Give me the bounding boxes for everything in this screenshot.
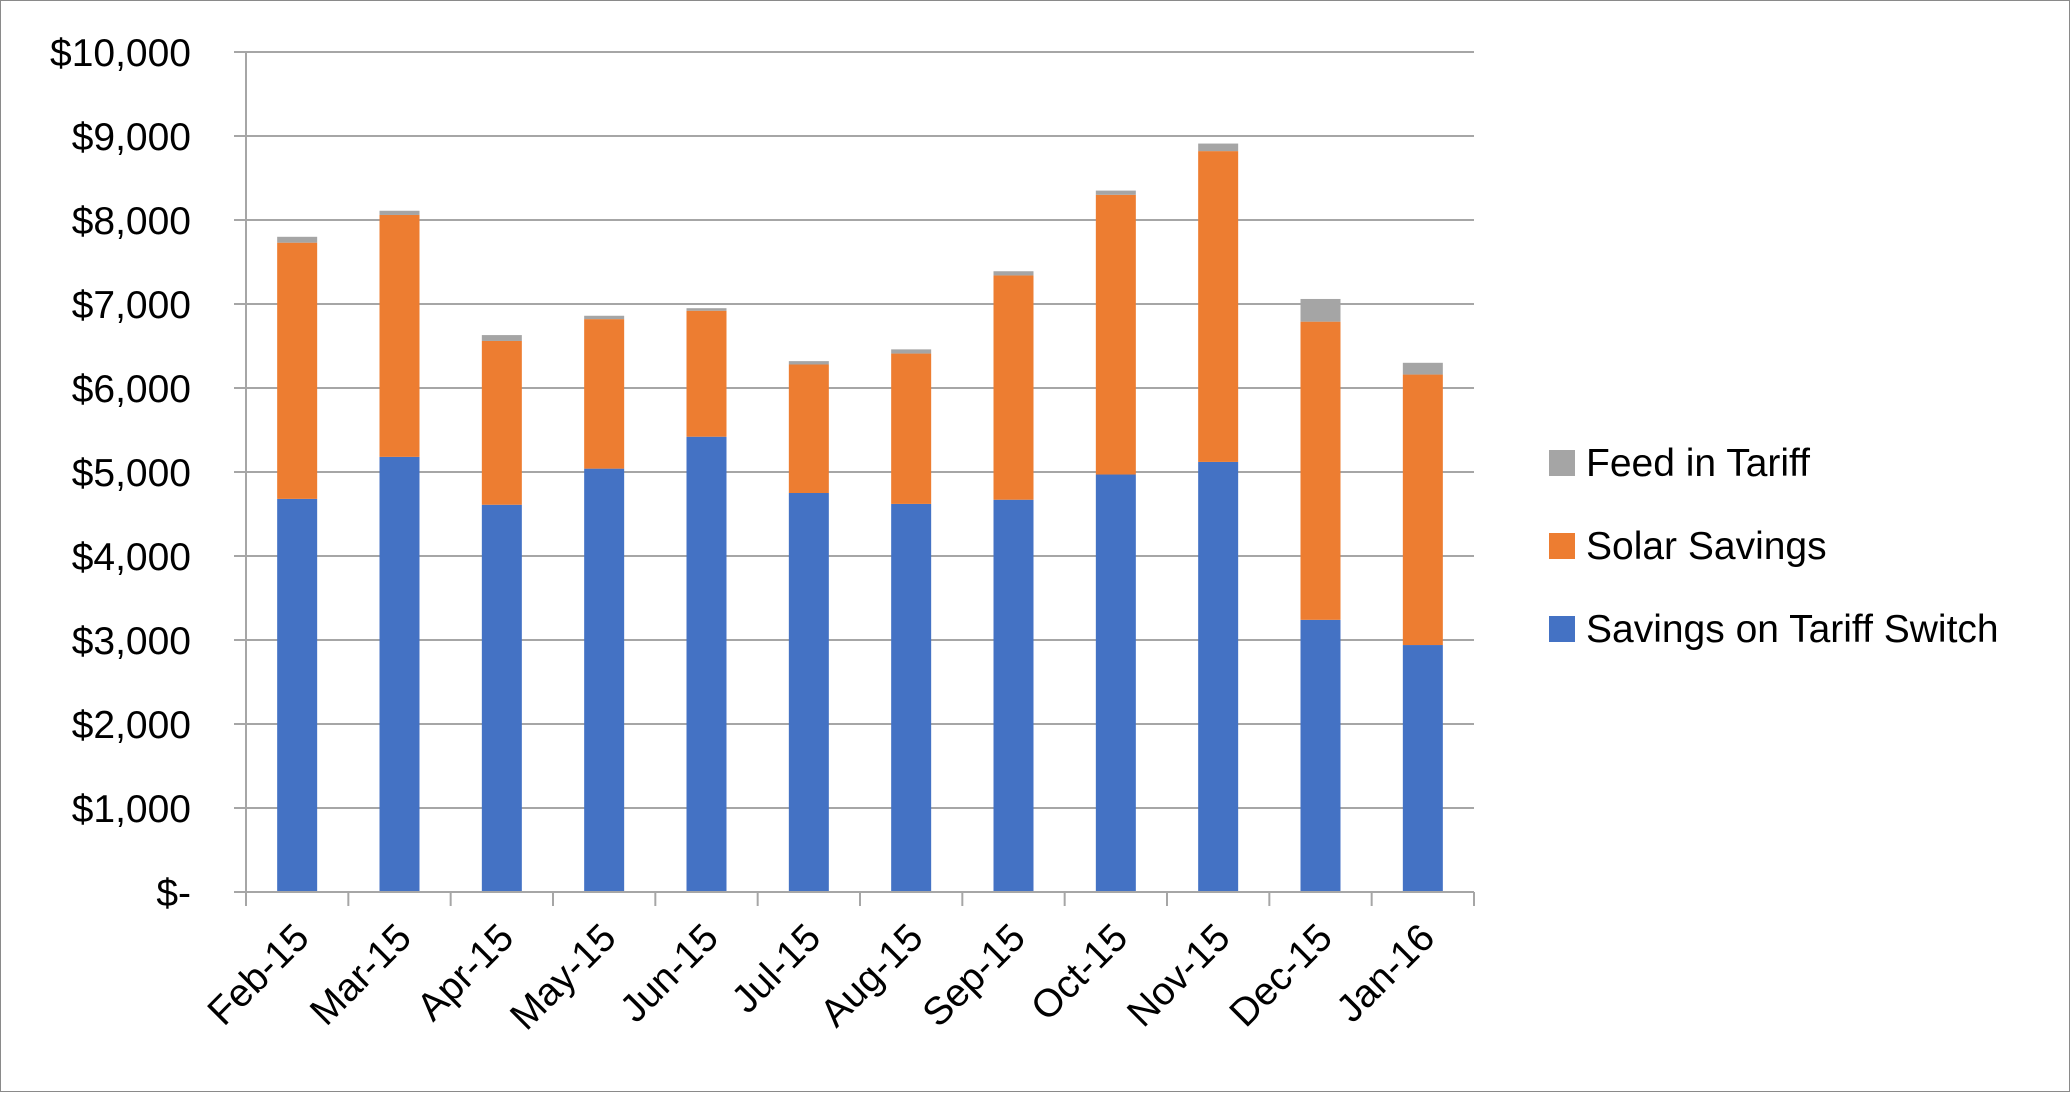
legend: Feed in Tariff Solar Savings Savings on Ta…	[1549, 442, 1999, 651]
bar-savings-on-tariff-switch-feb-15	[277, 498, 318, 892]
bar-savings-on-tariff-switch-may-15	[584, 468, 625, 892]
legend-label: Feed in Tariff	[1586, 442, 1810, 485]
bar-feed-in-tariff-sep-15	[993, 271, 1034, 276]
y-tick-label: $8,000	[72, 200, 191, 243]
bar-feed-in-tariff-jul-15	[788, 361, 829, 365]
bar-solar-savings-jul-15	[788, 364, 829, 493]
bar-solar-savings-jan-16	[1402, 374, 1443, 646]
bar-solar-savings-apr-15	[481, 340, 522, 505]
x-tick-label: Jan-16	[1328, 916, 1443, 1031]
x-tick-label: Mar-15	[302, 916, 420, 1034]
bar-solar-savings-may-15	[584, 319, 625, 469]
bars	[277, 143, 1443, 892]
x-tick-label: Aug-15	[812, 916, 931, 1035]
bar-feed-in-tariff-jun-15	[686, 308, 727, 311]
bar-savings-on-tariff-switch-nov-15	[1198, 461, 1239, 892]
bar-savings-on-tariff-switch-aug-15	[891, 503, 932, 892]
y-tick-label: $10,000	[50, 32, 191, 75]
bar-feed-in-tariff-mar-15	[379, 210, 420, 215]
legend-swatch	[1549, 450, 1575, 476]
x-tick-label: Jun-15	[612, 916, 727, 1031]
bar-savings-on-tariff-switch-mar-15	[379, 456, 420, 892]
bar-feed-in-tariff-nov-15	[1198, 143, 1239, 152]
bar-solar-savings-nov-15	[1198, 151, 1239, 462]
x-tick-label: Nov-15	[1119, 916, 1238, 1035]
bar-savings-on-tariff-switch-jan-16	[1402, 645, 1443, 892]
bar-solar-savings-mar-15	[379, 214, 420, 457]
bar-solar-savings-aug-15	[891, 353, 932, 504]
y-tick-label: $-	[156, 872, 191, 915]
bar-feed-in-tariff-may-15	[584, 315, 625, 320]
y-tick-label: $9,000	[72, 116, 191, 159]
bar-savings-on-tariff-switch-sep-15	[993, 499, 1034, 892]
y-tick-label: $4,000	[72, 536, 191, 579]
gridlines	[234, 51, 1474, 809]
x-tick-label: Oct-15	[1023, 916, 1136, 1029]
legend-label: Savings on Tariff Switch	[1586, 608, 1999, 651]
bar-feed-in-tariff-feb-15	[277, 236, 318, 243]
legend-swatch	[1549, 616, 1575, 642]
x-tick-label: Feb-15	[200, 916, 318, 1034]
bar-feed-in-tariff-oct-15	[1095, 190, 1136, 195]
bar-solar-savings-feb-15	[277, 242, 318, 499]
legend-swatch	[1549, 533, 1575, 559]
bar-feed-in-tariff-aug-15	[891, 349, 932, 354]
y-tick-label: $3,000	[72, 620, 191, 663]
legend-label: Solar Savings	[1586, 525, 1827, 568]
y-tick-label: $1,000	[72, 788, 191, 831]
y-tick-label: $6,000	[72, 368, 191, 411]
x-tick-labels: Feb-15Mar-15Apr-15May-15Jun-15Jul-15Aug-…	[200, 916, 1443, 1038]
bar-savings-on-tariff-switch-oct-15	[1095, 474, 1136, 892]
bar-savings-on-tariff-switch-jul-15	[788, 493, 829, 892]
bar-savings-on-tariff-switch-dec-15	[1300, 619, 1341, 892]
x-tick-label: May-15	[502, 916, 624, 1038]
bar-feed-in-tariff-dec-15	[1300, 298, 1341, 322]
bar-savings-on-tariff-switch-jun-15	[686, 436, 727, 892]
bar-feed-in-tariff-jan-16	[1402, 362, 1443, 375]
bar-solar-savings-jun-15	[686, 310, 727, 437]
bar-solar-savings-oct-15	[1095, 194, 1136, 475]
bar-savings-on-tariff-switch-apr-15	[481, 504, 522, 892]
bar-solar-savings-sep-15	[993, 275, 1034, 500]
x-tick-label: Dec-15	[1222, 916, 1341, 1035]
x-tick-label: Sep-15	[915, 916, 1034, 1035]
bar-feed-in-tariff-apr-15	[481, 335, 522, 341]
bar-solar-savings-dec-15	[1300, 321, 1341, 620]
y-tick-labels: $- $1,000 $2,000 $3,000 $4,000 $5,000 $6,000 $7…	[50, 32, 191, 915]
y-tick-label: $5,000	[72, 452, 191, 495]
axes	[234, 52, 1475, 906]
y-tick-label: $2,000	[72, 704, 191, 747]
y-tick-label: $7,000	[72, 284, 191, 327]
